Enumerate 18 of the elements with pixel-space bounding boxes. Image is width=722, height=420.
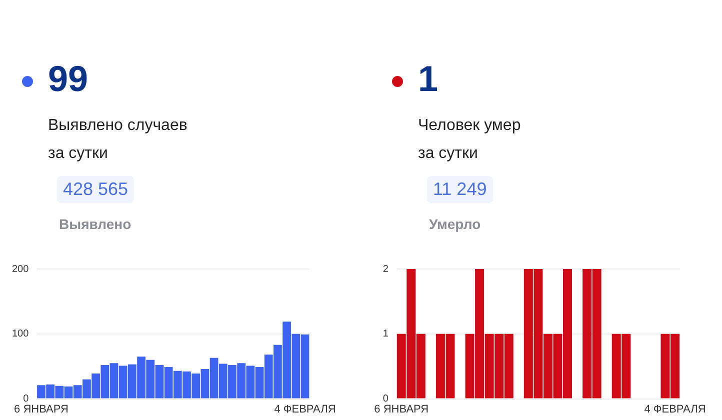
- chart-title: 99: [48, 58, 88, 100]
- y-tick-label: 200: [12, 264, 30, 275]
- chart-subtitle: Выявлено случаев за сутки: [48, 116, 188, 164]
- y-tick-label: 100: [12, 328, 30, 340]
- chart-title: 1: [418, 58, 438, 100]
- text: 11 249: [427, 176, 493, 203]
- chart-subtitle: Человек умер за сутки: [418, 116, 521, 164]
- x-tick-label: 4 ФЕВРАЛЯ: [644, 403, 706, 416]
- y-tick-label: 0: [23, 394, 30, 405]
- text: Умерло: [429, 216, 481, 232]
- x-tick-label: 6 ЯНВАРЯ: [14, 403, 68, 416]
- x-tick-label: 4 ФЕВРАЛЯ: [274, 403, 336, 416]
- y-tick-label: 1: [382, 328, 389, 340]
- y-tick-label: 2: [382, 264, 389, 275]
- y-tick-label: 0: [382, 394, 389, 405]
- x-tick-label: 6 ЯНВАРЯ: [374, 403, 429, 416]
- text: 428 565: [57, 176, 134, 203]
- text: Выявлено: [59, 216, 132, 232]
